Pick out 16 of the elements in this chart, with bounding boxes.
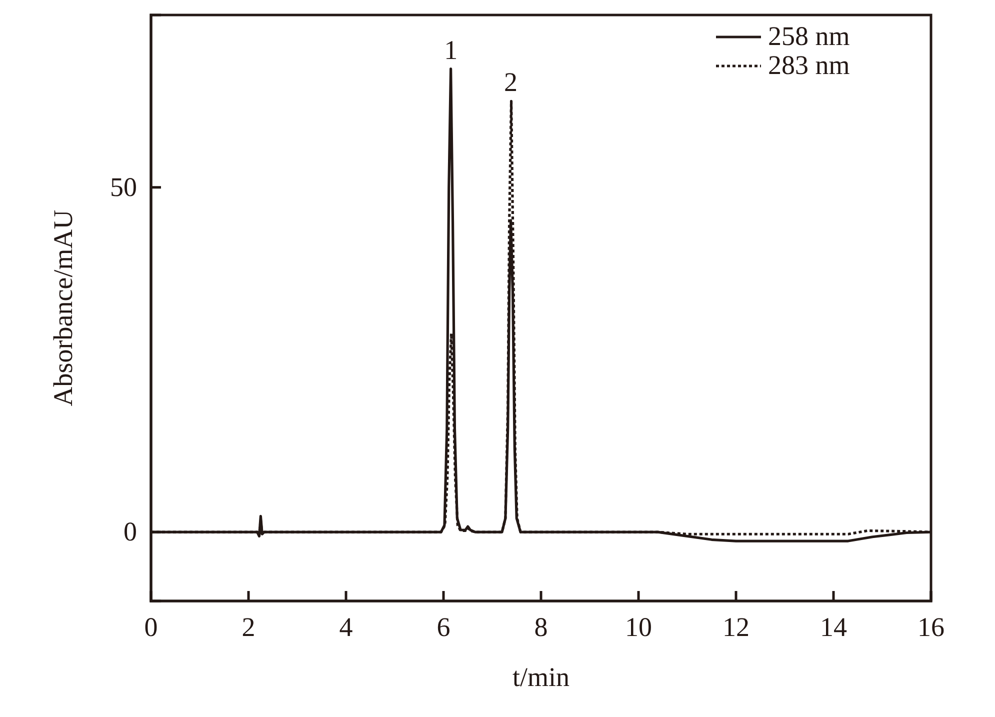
annotation: 2 (504, 67, 518, 98)
x-axis-title: t/min (512, 662, 570, 692)
x-tick-label: 6 (436, 612, 450, 642)
x-tick-label: 12 (722, 612, 750, 642)
x-tick-label: 14 (820, 612, 848, 642)
x-tick-label: 10 (625, 612, 652, 642)
x-tick-label: 8 (534, 612, 548, 642)
annotation: 1 (444, 34, 458, 65)
x-tick-label: 4 (339, 612, 354, 642)
y-axis-title: Absorbance/mAU (48, 210, 78, 406)
x-tick-label: 16 (918, 612, 944, 642)
y-tick-label: 50 (110, 172, 137, 202)
legend-label: 258 nm (768, 21, 850, 51)
legend-label: 283 nm (768, 50, 850, 80)
x-tick-label: 0 (144, 612, 158, 642)
x-tick-label: 2 (242, 612, 256, 642)
